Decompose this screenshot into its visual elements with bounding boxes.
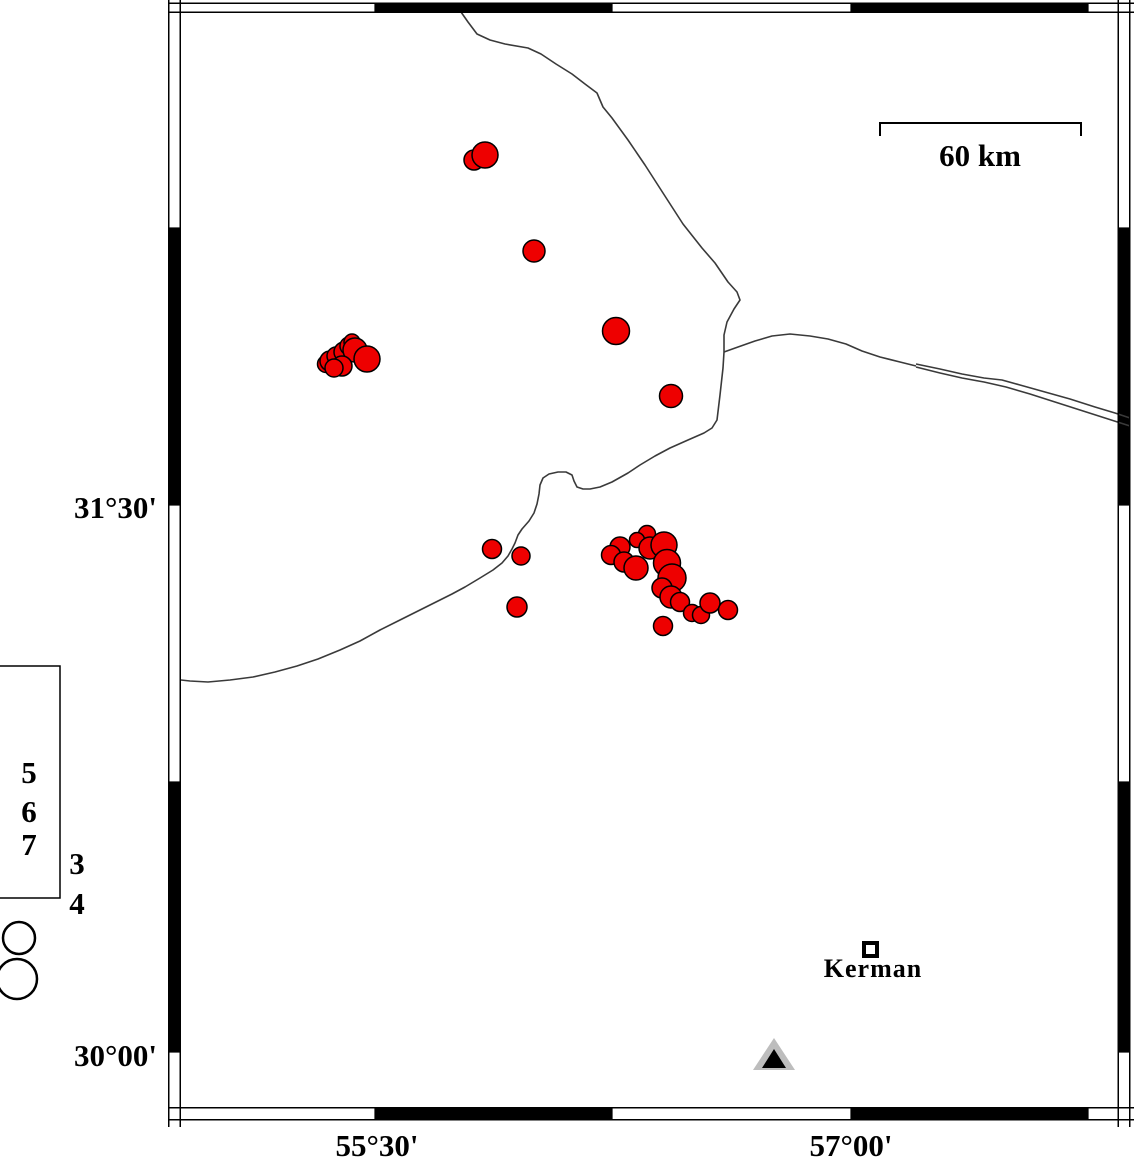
- longitude-label-57-00: 57°00': [809, 1128, 892, 1161]
- frame-black-segment: [851, 4, 1088, 12]
- frame-black-segment: [1119, 782, 1129, 1052]
- fault-lines-layer: [180, 11, 1131, 683]
- fault-line-east-upper-strand: [915, 363, 1131, 419]
- epicenter-circle: [658, 383, 684, 409]
- frame-black-segment: [169, 228, 180, 505]
- frame-black-segment: [851, 1108, 1088, 1119]
- legend-label-7: 7: [21, 827, 37, 862]
- legend-box: [0, 665, 61, 899]
- epicenter-circle: [481, 538, 503, 560]
- epicenter-circle: [623, 555, 649, 581]
- epicenter-circle: [522, 239, 546, 263]
- frame-black-segment: [1119, 228, 1129, 505]
- frame-segments-layer: [168, 3, 1130, 1120]
- longitude-label-55-30: 55°30': [335, 1128, 418, 1161]
- legend-label-5: 5: [21, 755, 37, 790]
- fault-line-east-lower-strand: [915, 366, 1131, 427]
- epicenter-circle: [669, 591, 691, 613]
- epicenter-circle: [717, 599, 739, 621]
- scale-bar-label: 60 km: [939, 138, 1021, 173]
- scale-bar-bracket: [879, 122, 1082, 136]
- station-marker: [753, 1038, 795, 1070]
- fault-line-east-branch: [723, 333, 917, 367]
- city-label: Kerman: [824, 954, 922, 983]
- latitude-label-30-00: 30°00': [74, 1038, 157, 1073]
- epicenter-circle: [699, 592, 721, 614]
- epicenter-circle: [511, 546, 531, 566]
- city-square-icon: [862, 941, 879, 958]
- city-marker-kerman: Kerman: [824, 941, 922, 983]
- epicenter-circle: [652, 615, 674, 637]
- frame-black-segment: [169, 782, 180, 1052]
- magnitude-legend: 5 6 7 3 4: [0, 665, 85, 1001]
- legend-magnitude-circle: [0, 957, 39, 1001]
- epicenter-circle: [601, 316, 631, 346]
- legend-label-3: 3: [69, 846, 85, 881]
- map-frame: [168, 0, 1134, 1127]
- legend-magnitude-circle: [1, 920, 37, 956]
- station-triangle-inner-icon: [762, 1049, 786, 1068]
- legend-circles: [0, 920, 39, 1001]
- frame-black-segment: [375, 4, 612, 12]
- epicenters-layer: [316, 141, 739, 637]
- epicenter-circle: [324, 358, 344, 378]
- fault-line-main: [180, 11, 741, 683]
- epicenter-circle: [353, 345, 381, 373]
- scale-bar: 60 km: [879, 122, 1082, 173]
- legend-label-4: 4: [69, 886, 85, 921]
- latitude-label-31-30: 31°30': [74, 490, 157, 525]
- legend-label-6: 6: [21, 794, 37, 829]
- frame-black-segment: [375, 1108, 612, 1119]
- epicenter-circle: [471, 141, 499, 169]
- epicenter-circle: [506, 596, 528, 618]
